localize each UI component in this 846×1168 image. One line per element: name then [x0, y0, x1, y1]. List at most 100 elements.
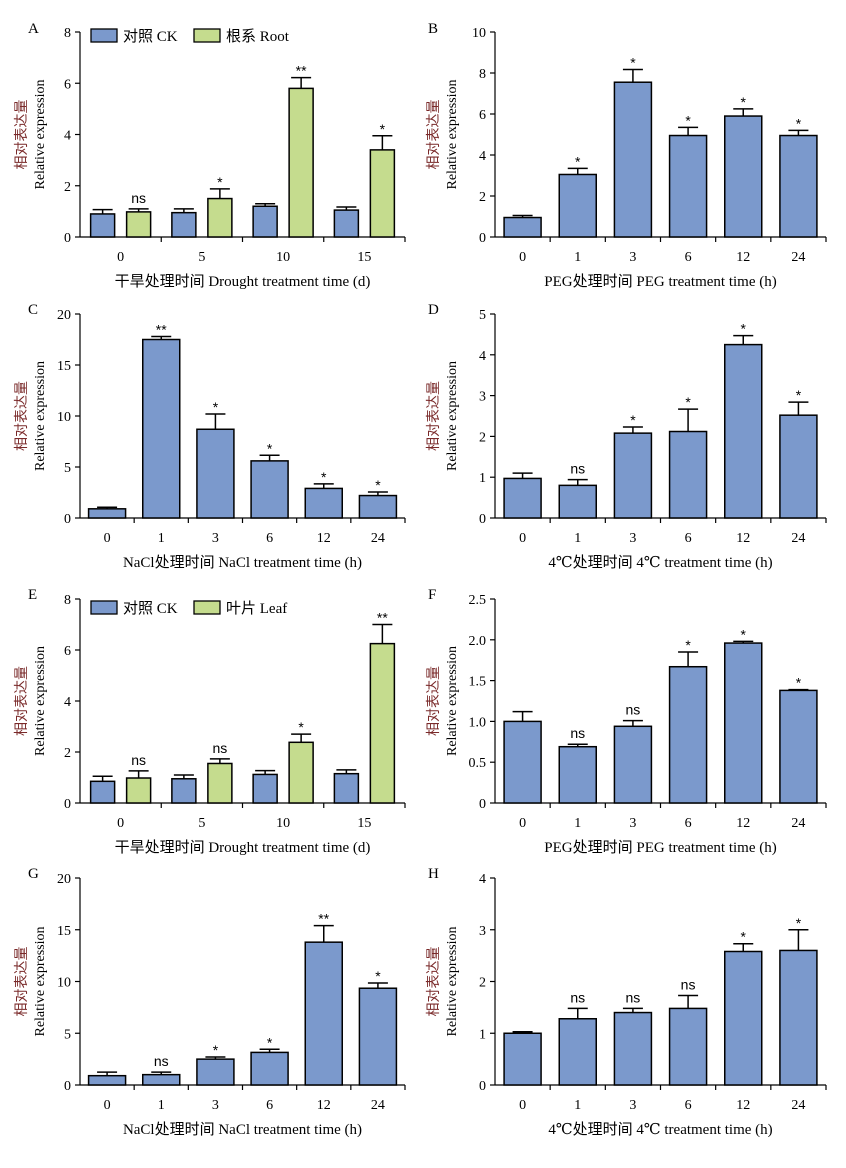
significance-mark: *: [796, 675, 802, 691]
x-tick-label: 24: [791, 531, 805, 546]
y-tick-label: 1.0: [469, 715, 487, 730]
bar-ck: [89, 780, 116, 804]
y-axis-label-cn: 相对表达量: [426, 100, 442, 170]
significance-mark: *: [213, 399, 219, 415]
y-tick-label: 2: [64, 746, 71, 761]
x-tick-label: 6: [266, 1098, 273, 1113]
y-tick-label: 0: [479, 231, 486, 246]
y-axis-label-cn: 相对表达量: [426, 947, 442, 1017]
y-axis-label-en: Relative expression: [445, 79, 460, 189]
bar: [358, 987, 398, 1086]
bar: [724, 115, 763, 238]
x-tick-label: 24: [791, 1098, 805, 1113]
significance-mark: *: [796, 115, 802, 131]
x-tick-label: 24: [791, 250, 805, 265]
significance-mark: *: [685, 394, 691, 410]
significance-mark: ns: [570, 989, 585, 1005]
significance-mark: *: [741, 94, 747, 110]
y-axis-label-cn: 相对表达量: [14, 100, 30, 170]
bar-treatment: [369, 149, 396, 238]
x-tick-label: 6: [685, 1098, 692, 1113]
significance-mark: *: [298, 719, 304, 735]
bar: [503, 720, 542, 804]
significance-mark: *: [741, 929, 747, 945]
bar: [304, 487, 343, 519]
significance-mark: ns: [626, 989, 641, 1005]
significance-mark: ns: [681, 976, 696, 992]
bar: [613, 432, 653, 519]
panel-a: 0 2 4 6 8 A 相对表达量 Relative expression 干旱处理时间 Dro…: [14, 21, 406, 290]
x-tick-label: 3: [629, 250, 636, 265]
significance-mark: ns: [570, 461, 585, 477]
bar: [558, 1018, 597, 1086]
bar: [668, 1007, 708, 1086]
significance-mark: *: [267, 440, 273, 456]
y-tick-label: 4: [479, 872, 486, 887]
y-tick-label: 0: [64, 1079, 71, 1094]
significance-mark: ns: [570, 725, 585, 741]
x-axis-label: PEG处理时间 PEG treatment time (h): [544, 839, 776, 856]
bar: [779, 949, 818, 1086]
y-tick-label: 15: [57, 924, 71, 939]
y-tick-label: 5: [64, 461, 71, 476]
bar: [724, 343, 763, 519]
x-tick-label: 0: [519, 531, 526, 546]
legend-label-ck: 对照 CK: [123, 28, 178, 45]
y-tick-label: 2: [479, 190, 486, 205]
legend-label-ck: 对照 CK: [123, 600, 178, 617]
bar: [779, 134, 818, 238]
legend-swatch-treatment: [193, 600, 221, 615]
bar: [304, 941, 343, 1086]
panel-letter: G: [28, 866, 39, 882]
bar-ck: [89, 213, 116, 238]
x-tick-label: 24: [371, 531, 385, 546]
bar-treatment: [288, 741, 314, 804]
bar: [87, 508, 127, 519]
bar: [503, 477, 542, 519]
y-tick-label: 6: [479, 108, 486, 123]
x-tick-label: 1: [574, 250, 581, 265]
significance-mark: *: [575, 153, 581, 169]
x-tick-label: 12: [736, 816, 750, 831]
y-tick-label: 8: [64, 593, 71, 608]
x-axis-label: NaCl处理时间 NaCl treatment time (h): [123, 554, 362, 571]
y-tick-label: 2: [479, 976, 486, 991]
panel-letter: B: [428, 21, 438, 37]
bar: [668, 665, 708, 804]
significance-mark: *: [796, 387, 802, 403]
x-tick-label: 12: [317, 531, 331, 546]
y-tick-label: 1: [479, 1027, 486, 1042]
bar: [358, 494, 398, 519]
bar: [250, 460, 289, 519]
y-axis-label-en: Relative expression: [33, 361, 48, 471]
x-tick-label: 6: [685, 816, 692, 831]
panel-f: 0 0.5 1.0 1.5 2.0 2.5 F 相对表达量 Relative expressio…: [426, 587, 827, 856]
significance-mark: *: [741, 626, 747, 642]
bar: [668, 134, 708, 238]
y-tick-label: 5: [479, 308, 486, 323]
x-tick-label: 0: [117, 816, 124, 831]
y-tick-label: 3: [479, 390, 486, 405]
bar: [87, 1074, 127, 1086]
legend-swatch-treatment: [193, 28, 221, 43]
y-tick-label: 10: [472, 26, 486, 41]
x-tick-label: 6: [685, 531, 692, 546]
panel-e: 0 2 4 6 8 E 相对表达量 Relative expression 干旱处理时间 Dro…: [14, 587, 406, 856]
x-tick-label: 1: [574, 531, 581, 546]
y-axis-label-cn: 相对表达量: [426, 381, 442, 451]
x-tick-label: 3: [212, 1098, 219, 1113]
x-tick-label: 0: [104, 1098, 111, 1113]
y-tick-label: 4: [64, 129, 71, 144]
bar: [558, 745, 597, 804]
bar: [142, 338, 181, 519]
legend-label-treatment: 叶片 Leaf: [226, 600, 287, 617]
bar: [779, 414, 818, 519]
y-tick-label: 20: [57, 308, 71, 323]
significance-mark: ns: [131, 752, 146, 768]
x-tick-label: 12: [736, 250, 750, 265]
x-tick-label: 5: [198, 250, 205, 265]
x-tick-label: 1: [158, 531, 165, 546]
y-tick-label: 4: [479, 149, 486, 164]
